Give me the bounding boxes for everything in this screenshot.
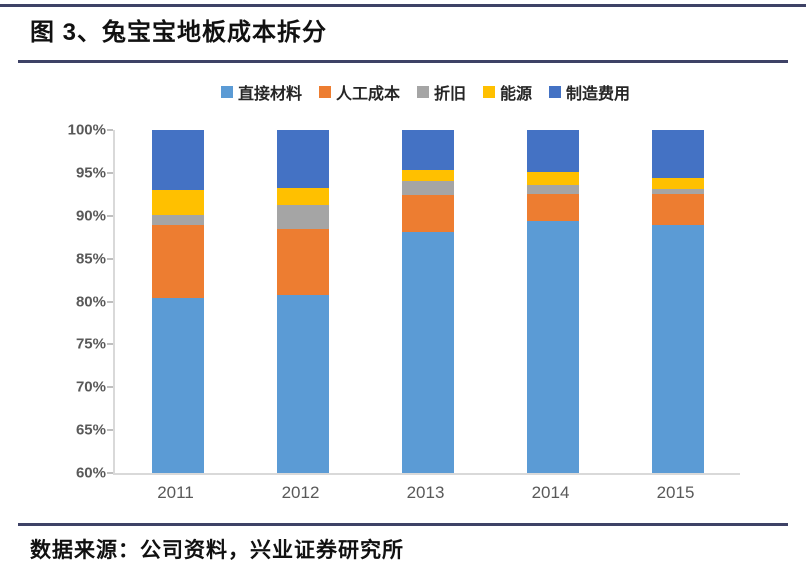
y-tick-label: 90% xyxy=(75,207,106,225)
legend-item-4: 制造费用 xyxy=(549,80,630,104)
figure-title: 图 3、兔宝宝地板成本拆分 xyxy=(30,19,328,46)
top-rule xyxy=(0,4,806,7)
bar-segment-2014-制造费用 xyxy=(526,130,579,173)
bar-segment-2013-折旧 xyxy=(401,181,454,196)
legend-swatch-icon xyxy=(416,86,429,98)
bar-segment-2015-直接材料 xyxy=(651,225,704,473)
bar-segment-2013-制造费用 xyxy=(401,130,454,171)
bar-segment-2012-制造费用 xyxy=(276,130,329,189)
bar-2011 xyxy=(151,130,204,473)
bar-segment-2011-制造费用 xyxy=(151,130,204,191)
bar-segment-2013-人工成本 xyxy=(401,195,454,233)
legend-swatch-icon xyxy=(318,86,331,98)
plot-area xyxy=(107,129,740,475)
legend-item-1: 人工成本 xyxy=(318,80,400,104)
bar-segment-2011-折旧 xyxy=(151,214,204,226)
legend-item-0: 直接材料 xyxy=(220,80,302,104)
bar-segment-2015-制造费用 xyxy=(651,130,704,179)
bar-segment-2012-人工成本 xyxy=(276,228,329,295)
bar-segment-2015-折旧 xyxy=(651,189,704,195)
y-tick-label: 80% xyxy=(75,293,106,310)
bar-2013 xyxy=(401,130,454,473)
bar-segment-2012-直接材料 xyxy=(276,294,329,473)
y-tick-label: 75% xyxy=(75,335,106,353)
bar-segment-2015-能源 xyxy=(651,178,704,190)
y-tick-label: 95% xyxy=(75,164,106,182)
legend-label: 能源 xyxy=(500,86,533,103)
bar-segment-2013-直接材料 xyxy=(401,232,454,473)
bar-segment-2014-折旧 xyxy=(526,184,579,195)
bars-container xyxy=(115,130,740,473)
y-tick-mark xyxy=(107,300,113,303)
legend-label: 直接材料 xyxy=(237,86,302,103)
bar-segment-2012-能源 xyxy=(276,188,329,206)
x-tick-label: 2014 xyxy=(531,483,570,502)
y-tick-label: 100% xyxy=(67,121,106,139)
legend-swatch-icon xyxy=(483,86,495,98)
y-tick-mark xyxy=(107,472,113,474)
title-underline-rule xyxy=(18,60,788,63)
bar-segment-2012-折旧 xyxy=(276,205,329,229)
y-axis-labels: 100% 95% 90% 85% 80% 75% 70% 65% 60% xyxy=(0,122,106,482)
y-tick-mark xyxy=(107,429,113,432)
y-tick-mark xyxy=(107,257,113,260)
bar-segment-2013-能源 xyxy=(401,170,454,182)
x-tick-label: 2013 xyxy=(406,483,445,502)
y-tick-mark xyxy=(107,343,113,346)
y-tick-label: 60% xyxy=(75,464,106,482)
bar-segment-2014-人工成本 xyxy=(526,194,579,221)
bar-2012 xyxy=(276,130,329,473)
x-tick-label: 2012 xyxy=(281,483,320,502)
chart-legend: 直接材料 人工成本 折旧 能源 制造费用 xyxy=(113,80,738,104)
x-tick-label: 2011 xyxy=(157,483,194,502)
x-tick-label: 2015 xyxy=(656,483,695,502)
bar-2014 xyxy=(526,130,579,473)
y-tick-label: 85% xyxy=(75,250,106,268)
bar-segment-2011-能源 xyxy=(151,190,204,215)
legend-swatch-icon xyxy=(220,86,233,98)
bar-segment-2011-人工成本 xyxy=(151,225,204,299)
y-tick-mark xyxy=(107,386,113,389)
bar-segment-2014-直接材料 xyxy=(526,220,579,473)
y-tick-label: 65% xyxy=(75,421,106,439)
x-axis-labels: 2011 2012 2013 2014 2015 xyxy=(113,483,738,503)
legend-swatch-icon xyxy=(549,86,562,98)
legend-label: 人工成本 xyxy=(335,86,400,103)
bar-segment-2014-能源 xyxy=(526,172,579,185)
legend-item-2: 折旧 xyxy=(416,80,466,104)
y-tick-mark xyxy=(107,129,113,131)
bar-2015 xyxy=(651,130,704,473)
data-source-text: 数据来源：公司资料，兴业证券研究所 xyxy=(30,539,404,562)
footer-rule xyxy=(18,523,788,526)
bar-segment-2015-人工成本 xyxy=(651,194,704,226)
y-tick-label: 70% xyxy=(75,378,106,396)
y-tick-mark xyxy=(107,171,113,174)
y-tick-mark xyxy=(107,214,113,217)
legend-item-3: 能源 xyxy=(483,80,532,104)
legend-label: 折旧 xyxy=(433,86,466,103)
bar-segment-2011-直接材料 xyxy=(151,298,204,473)
legend-label: 制造费用 xyxy=(566,86,631,103)
